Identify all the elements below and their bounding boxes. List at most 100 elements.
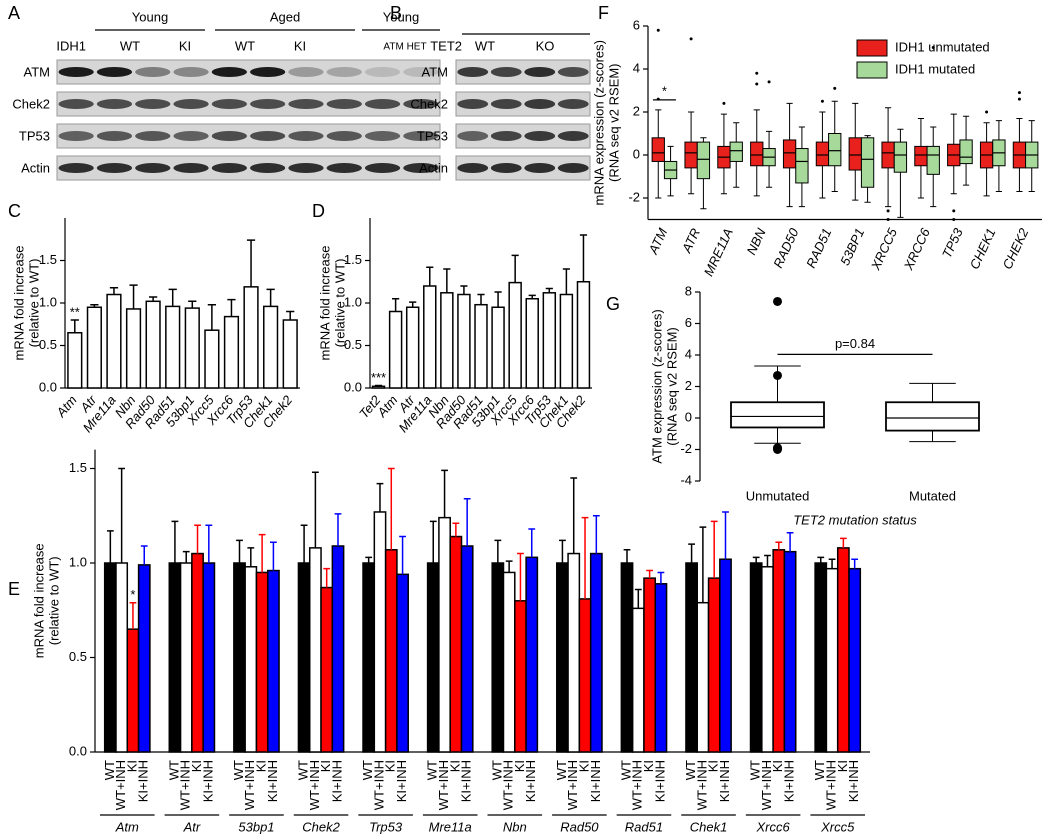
y-tick-label: 0	[685, 409, 692, 424]
error-bar	[106, 530, 114, 563]
bar	[86, 306, 102, 389]
whisker	[983, 167, 990, 197]
whisker	[688, 111, 695, 143]
error-bar	[246, 239, 256, 287]
whisker	[995, 165, 1002, 193]
x-tick-label: RAD50	[770, 225, 802, 270]
bar-label: WT+INH	[501, 760, 516, 810]
blot-band	[173, 67, 209, 77]
blot-row-header: IDH1	[56, 38, 86, 53]
bar	[126, 628, 140, 753]
error-bar	[545, 287, 553, 293]
outlier	[985, 110, 989, 114]
bar	[371, 385, 386, 389]
bar	[115, 562, 129, 753]
x-tick-label: MRE11A	[701, 226, 736, 279]
blot-band	[135, 131, 171, 141]
box	[795, 148, 809, 184]
x-tick-label: Chek2	[302, 819, 340, 834]
bar	[449, 535, 463, 753]
whisker	[1028, 120, 1035, 143]
box	[959, 139, 973, 165]
outlier	[689, 37, 693, 41]
x-tick-label: 53BP1	[837, 226, 867, 268]
bar-label: WT	[296, 760, 311, 780]
x-tick-label: ATM	[645, 226, 670, 257]
outlier	[773, 296, 782, 306]
bar-label: KI+INH	[136, 760, 151, 802]
error-bar	[258, 533, 266, 573]
bar	[243, 286, 259, 389]
significance-label: **	[70, 304, 80, 319]
bar	[223, 315, 240, 389]
blot-band	[490, 163, 522, 173]
y-tick-label: -2	[680, 441, 692, 456]
whisker	[885, 167, 892, 208]
bar	[836, 547, 850, 753]
blot-lane-label: ATM HET	[383, 42, 426, 53]
x-tick-label: ATR	[678, 226, 703, 256]
bar-label: WT	[812, 760, 827, 780]
whisker	[831, 100, 838, 134]
y-tick-label: 1.0	[39, 294, 57, 309]
y-tick-label: 1.5	[69, 460, 87, 475]
blot-band	[173, 131, 209, 141]
bar-label: WT	[102, 760, 117, 780]
bar-label: WT	[748, 760, 763, 780]
whisker	[852, 102, 859, 138]
box	[914, 145, 928, 167]
error-bar	[570, 477, 578, 554]
y-axis-label: mRNA fold increase	[317, 246, 332, 361]
bar	[502, 571, 516, 753]
whisker	[909, 382, 956, 403]
bar	[643, 577, 657, 753]
blot-band	[457, 163, 489, 173]
bar	[426, 562, 440, 753]
bar	[405, 306, 420, 389]
bar-label: KI	[254, 760, 269, 772]
bar-label: KI	[641, 760, 656, 772]
blot-band	[326, 163, 362, 173]
bar	[508, 281, 522, 389]
bar	[567, 552, 581, 753]
bar	[396, 573, 409, 753]
bar	[457, 293, 471, 389]
box	[782, 139, 797, 169]
bar	[631, 607, 645, 753]
box	[684, 141, 698, 169]
bar-label: KI+INH	[265, 760, 280, 802]
bar-label: KI+INH	[523, 760, 538, 802]
bar-label: KI	[835, 760, 850, 772]
x-tick-label: Xrcc5	[820, 819, 855, 834]
blot-band	[288, 67, 324, 77]
bar-label: KI+INH	[717, 760, 732, 802]
blot-band	[288, 163, 324, 173]
x-tick-label: TP53	[939, 225, 966, 260]
blot-group-label: Young	[383, 9, 419, 24]
bar	[707, 577, 721, 753]
error-bar	[205, 524, 213, 563]
whisker	[753, 109, 760, 143]
y-tick-label: 1.5	[344, 252, 362, 267]
blot-lane-label: WT	[475, 38, 495, 53]
error-bar	[646, 569, 653, 579]
panel-label: E	[8, 579, 20, 599]
blot-band	[96, 67, 133, 77]
blot-band	[326, 67, 362, 77]
y-axis-label: (relative to WT)	[332, 259, 347, 348]
whisker	[754, 427, 801, 444]
y-tick-label: 1.5	[39, 252, 57, 267]
bar	[106, 293, 122, 389]
bar	[749, 562, 763, 753]
bar	[848, 567, 862, 753]
error-bar	[511, 254, 519, 283]
blot-band	[403, 163, 439, 173]
blot-lane-label: KI	[294, 38, 306, 53]
bar	[542, 292, 557, 389]
blot-band	[58, 163, 94, 173]
box	[696, 141, 711, 180]
error-bar	[443, 268, 451, 293]
y-tick-label: 2	[685, 378, 692, 393]
outlier	[952, 209, 956, 213]
blot-lane-label: WT	[120, 38, 140, 53]
